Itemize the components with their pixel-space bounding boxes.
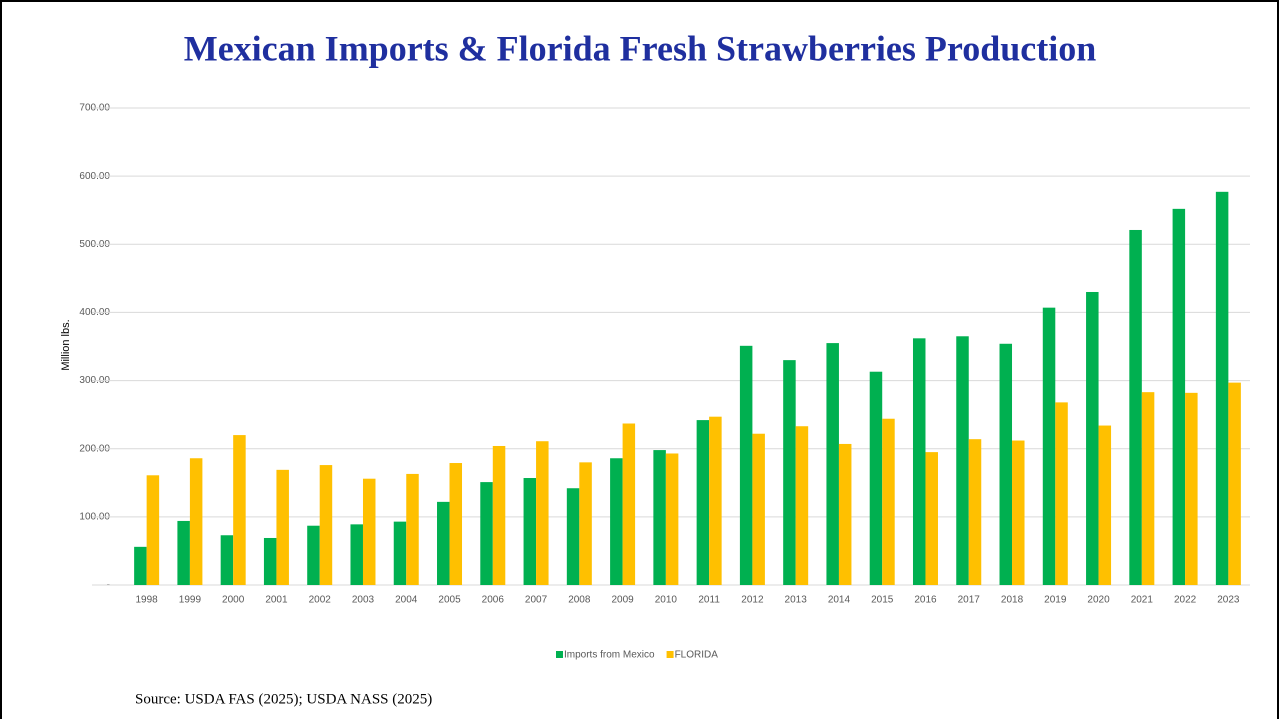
- bar: [566, 488, 580, 585]
- x-tick-label: 1998: [136, 595, 159, 606]
- bar: [826, 343, 839, 585]
- x-tick-label: 2009: [611, 595, 634, 606]
- bar: [665, 453, 679, 585]
- bar: [1228, 382, 1241, 585]
- bar: [999, 343, 1013, 585]
- bar: [189, 458, 203, 585]
- bar: [882, 418, 895, 585]
- bar: [350, 524, 363, 585]
- bar: [752, 433, 765, 585]
- bar: [134, 546, 147, 585]
- x-tick-label: 2022: [1174, 595, 1197, 606]
- bar: [1042, 307, 1056, 585]
- bar: [536, 441, 549, 585]
- bar: [912, 338, 926, 585]
- x-tick-label: 2001: [265, 595, 288, 606]
- bar: [276, 469, 289, 585]
- bar: [1086, 291, 1099, 585]
- x-tick-label: 2004: [395, 595, 418, 606]
- x-tick-label: 2008: [568, 595, 591, 606]
- x-tick-label: 2023: [1217, 595, 1240, 606]
- x-tick-label: 1999: [179, 595, 202, 606]
- legend-swatch: [556, 651, 563, 658]
- bar: [1098, 425, 1112, 585]
- bar: [233, 435, 246, 585]
- bar: [610, 458, 623, 585]
- bar: [523, 478, 537, 585]
- legend-label: FLORIDA: [675, 650, 719, 661]
- bar: [177, 520, 190, 585]
- bar: [653, 450, 666, 585]
- bar: [1185, 392, 1198, 585]
- x-tick-label: 2015: [871, 595, 894, 606]
- x-tick-label: 2007: [525, 595, 548, 606]
- bar: [795, 426, 809, 585]
- x-tick-label: 2021: [1131, 595, 1154, 606]
- x-tick-label: 2016: [914, 595, 937, 606]
- bar: [319, 465, 333, 585]
- bar: [1141, 392, 1155, 585]
- bar: [709, 416, 722, 585]
- bar: [622, 423, 636, 585]
- bar: [437, 501, 450, 585]
- x-tick-label: 2010: [655, 595, 678, 606]
- x-tick-label: 2018: [1001, 595, 1024, 606]
- x-tick-label: 2003: [352, 595, 375, 606]
- x-tick-label: 2011: [698, 595, 720, 606]
- bar: [393, 521, 407, 585]
- y-axis-label: Million lbs.: [60, 319, 72, 370]
- bar: [1129, 229, 1142, 585]
- bar: [1215, 191, 1229, 585]
- bar: [783, 360, 796, 585]
- x-tick-label: 2005: [438, 595, 461, 606]
- bar: [956, 336, 969, 585]
- x-tick-label: 2019: [1044, 595, 1067, 606]
- bar: [838, 443, 852, 585]
- bar: [146, 475, 160, 585]
- bar: [480, 482, 493, 585]
- bar: [307, 525, 320, 585]
- bar: [406, 473, 419, 585]
- bar: [968, 439, 982, 585]
- bar: [362, 478, 376, 585]
- legend-label: Imports from Mexico: [564, 650, 655, 661]
- bar: [925, 452, 938, 585]
- x-tick-label: 2014: [828, 595, 851, 606]
- bar: [1172, 208, 1186, 585]
- x-tick-label: 2013: [785, 595, 808, 606]
- x-tick-label: 2020: [1087, 595, 1110, 606]
- bar: [869, 371, 883, 585]
- bar: [1055, 402, 1068, 585]
- source: Source: USDA FAS (2025); USDA NASS (2025…: [135, 691, 432, 707]
- x-tick-label: 2012: [741, 595, 764, 606]
- x-tick-label: 2006: [482, 595, 505, 606]
- bar: [263, 537, 277, 585]
- bar: [696, 420, 710, 585]
- bar: [1012, 440, 1025, 585]
- bar: [492, 445, 506, 585]
- bar: [739, 345, 753, 585]
- bar: [449, 463, 463, 585]
- x-tick-label: 2002: [309, 595, 332, 606]
- chart-title: Mexican Imports & Florida Fresh Strawber…: [184, 28, 1097, 68]
- x-tick-label: 2017: [958, 595, 981, 606]
- legend-swatch: [666, 651, 674, 658]
- bar: [579, 462, 592, 585]
- x-tick-label: 2000: [222, 595, 245, 606]
- bar: [220, 535, 234, 585]
